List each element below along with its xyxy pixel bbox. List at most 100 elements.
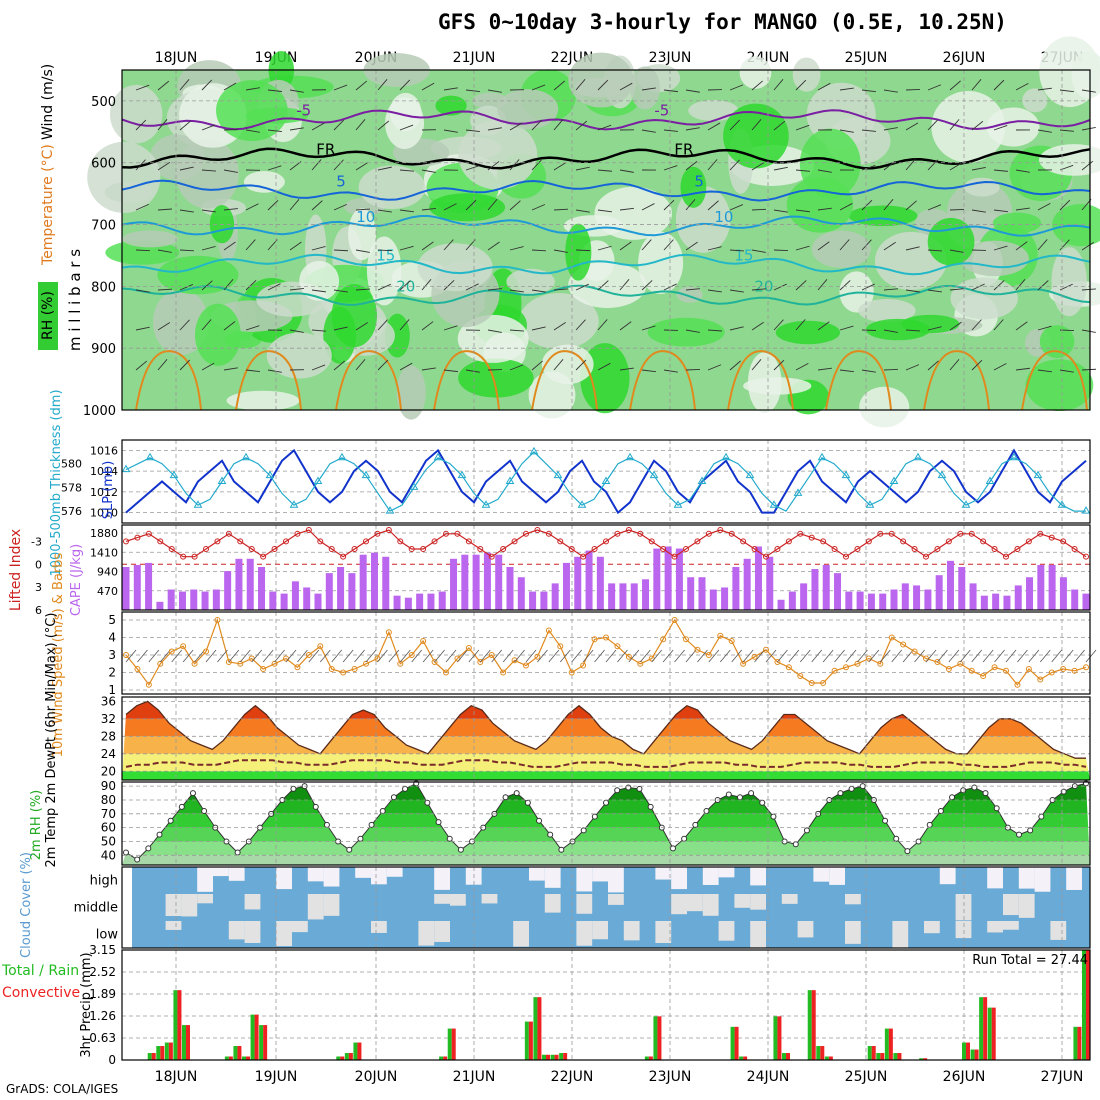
precip-total-bar-15 [250,1014,255,1060]
cloud-cell-2-10 [292,921,308,933]
wind-barb-2-10 [355,162,369,171]
rh-point-25 [402,785,409,792]
wind-barb-1-14 [443,129,458,133]
thickness-point-40 [601,476,611,484]
wind-barb-2-6 [267,165,282,171]
wind-barb-6-34 [883,329,898,333]
lifted-index-point-2 [145,530,152,537]
wind-barb-3-5 [245,203,259,211]
wind-barb-1-37 [949,119,960,131]
wind-barb-3-28 [751,208,767,211]
lifted-index-point-1 [134,534,141,541]
wind-barb-10m-43 [617,649,628,663]
lifted-index-point-46 [648,538,655,545]
precip-conv-bar-77 [786,1053,790,1060]
wind-barb-4-31 [817,241,830,251]
rh-blob-60 [964,177,1000,197]
rh-point-50 [681,835,688,842]
cloud-cell-1-38 [734,894,751,908]
rh-point-72 [926,821,933,828]
rh-blob-131 [799,128,861,199]
wind-barb-6-11 [377,319,388,331]
lifted-index-point-60 [808,534,815,541]
wind-barb-3-4 [223,208,238,211]
cape-bar-73 [946,560,954,610]
wind-barb-2-35 [905,159,916,171]
wind-speed-point-26 [420,638,427,644]
cloud-cell-2-58 [1050,921,1067,940]
run-total-label: Run Total = 27.44 [972,953,1088,968]
wind-barb-4-16 [487,241,500,251]
wind-barb-1-5 [245,129,260,133]
temp-contour-label-1-1: FR [674,140,693,158]
wind-barb-3-38 [971,209,986,213]
wind-barb-1-32 [839,129,854,133]
cloud-cell-0-39 [750,867,766,886]
cape-bar-77 [992,593,1000,610]
lifted-index-point-70 [923,553,929,560]
temp-contour-5 [121,284,1091,306]
lifted-index-point-80 [1037,530,1044,537]
wind-barb-4-41 [1037,239,1048,251]
rh-blob-70 [396,365,426,420]
cape-bar-52 [709,589,717,610]
wind-barb-3-26 [707,200,719,211]
cloud-cell-0-44 [829,867,845,885]
cape-bar-4 [167,589,175,610]
date-label-bottom-3: 21JUN [453,1069,496,1085]
rh-band-1 [122,841,1090,856]
date-label-bottom-8: 26JUN [943,1069,986,1085]
wind-barb-3-21 [597,209,612,213]
wind-barb-1-23 [641,129,656,133]
lifted-index-point-15 [294,530,301,537]
cape-bar-75 [969,583,977,610]
wind-speed-point-0 [123,652,129,658]
cape-bar-39 [562,562,570,610]
rh-blob-2 [384,313,410,358]
thickness-point-28 [457,470,467,479]
lifted-index-point-64 [854,546,861,553]
precip-conv-bar-51 [563,1053,568,1060]
lifted-index-point-18 [328,546,335,553]
temp-contour-label-1-0: FR [316,140,335,158]
wind-barb-0-28 [751,80,763,91]
upper-air-ytick-1: 600 [91,157,116,172]
rh-point-57 [759,799,766,806]
precip-total-bar-25 [336,1056,341,1060]
wind-barb-6-41 [1037,325,1052,331]
wind-barb-0-42 [1059,89,1074,93]
wind-speed-point-13 [271,660,278,667]
temp-contour-label-0-1: -5 [654,101,669,119]
wind-speed-point-27 [431,659,438,665]
wind-speed-point-16 [305,652,312,658]
temp-contour-1 [121,147,1091,170]
wind-barb-5-19 [553,288,568,291]
cloud-cell-1-36 [702,894,719,916]
wind-speed-point-79 [1025,666,1032,672]
wind-speed-point-45 [637,660,644,667]
wind-barb-1-19 [553,119,564,131]
cloud-cell-0-34 [671,867,687,890]
wind-barb-10m-66 [879,649,891,663]
temp-hump-3 [433,350,500,411]
date-label-bottom-9: 27JUN [1041,1069,1084,1085]
rh-blob-49 [358,165,426,210]
slp-ytick-1: 1012 [90,486,118,499]
rh-point-22 [368,821,375,828]
wind-barb-10m-50 [697,649,708,663]
cape-bar-24 [393,595,401,610]
wind-barb-10m-10 [239,649,251,663]
cloud-cell-1-34 [671,894,687,915]
cape-bar-65 [856,591,864,610]
cloud-cell-0-29 [592,867,608,882]
wind-barb-7-15 [465,369,480,373]
cloud-cell-0-33 [655,867,672,880]
wind-barb-4-24 [663,239,674,251]
cape-bar-29 [450,558,458,610]
wind-speed-point-33 [500,669,507,676]
cape-bar-9 [224,571,232,610]
wind-barb-7-40 [1015,367,1030,371]
series-slp-line [125,448,1087,515]
lifted-index-point-21 [363,538,369,545]
cape-bar-57 [766,556,774,610]
